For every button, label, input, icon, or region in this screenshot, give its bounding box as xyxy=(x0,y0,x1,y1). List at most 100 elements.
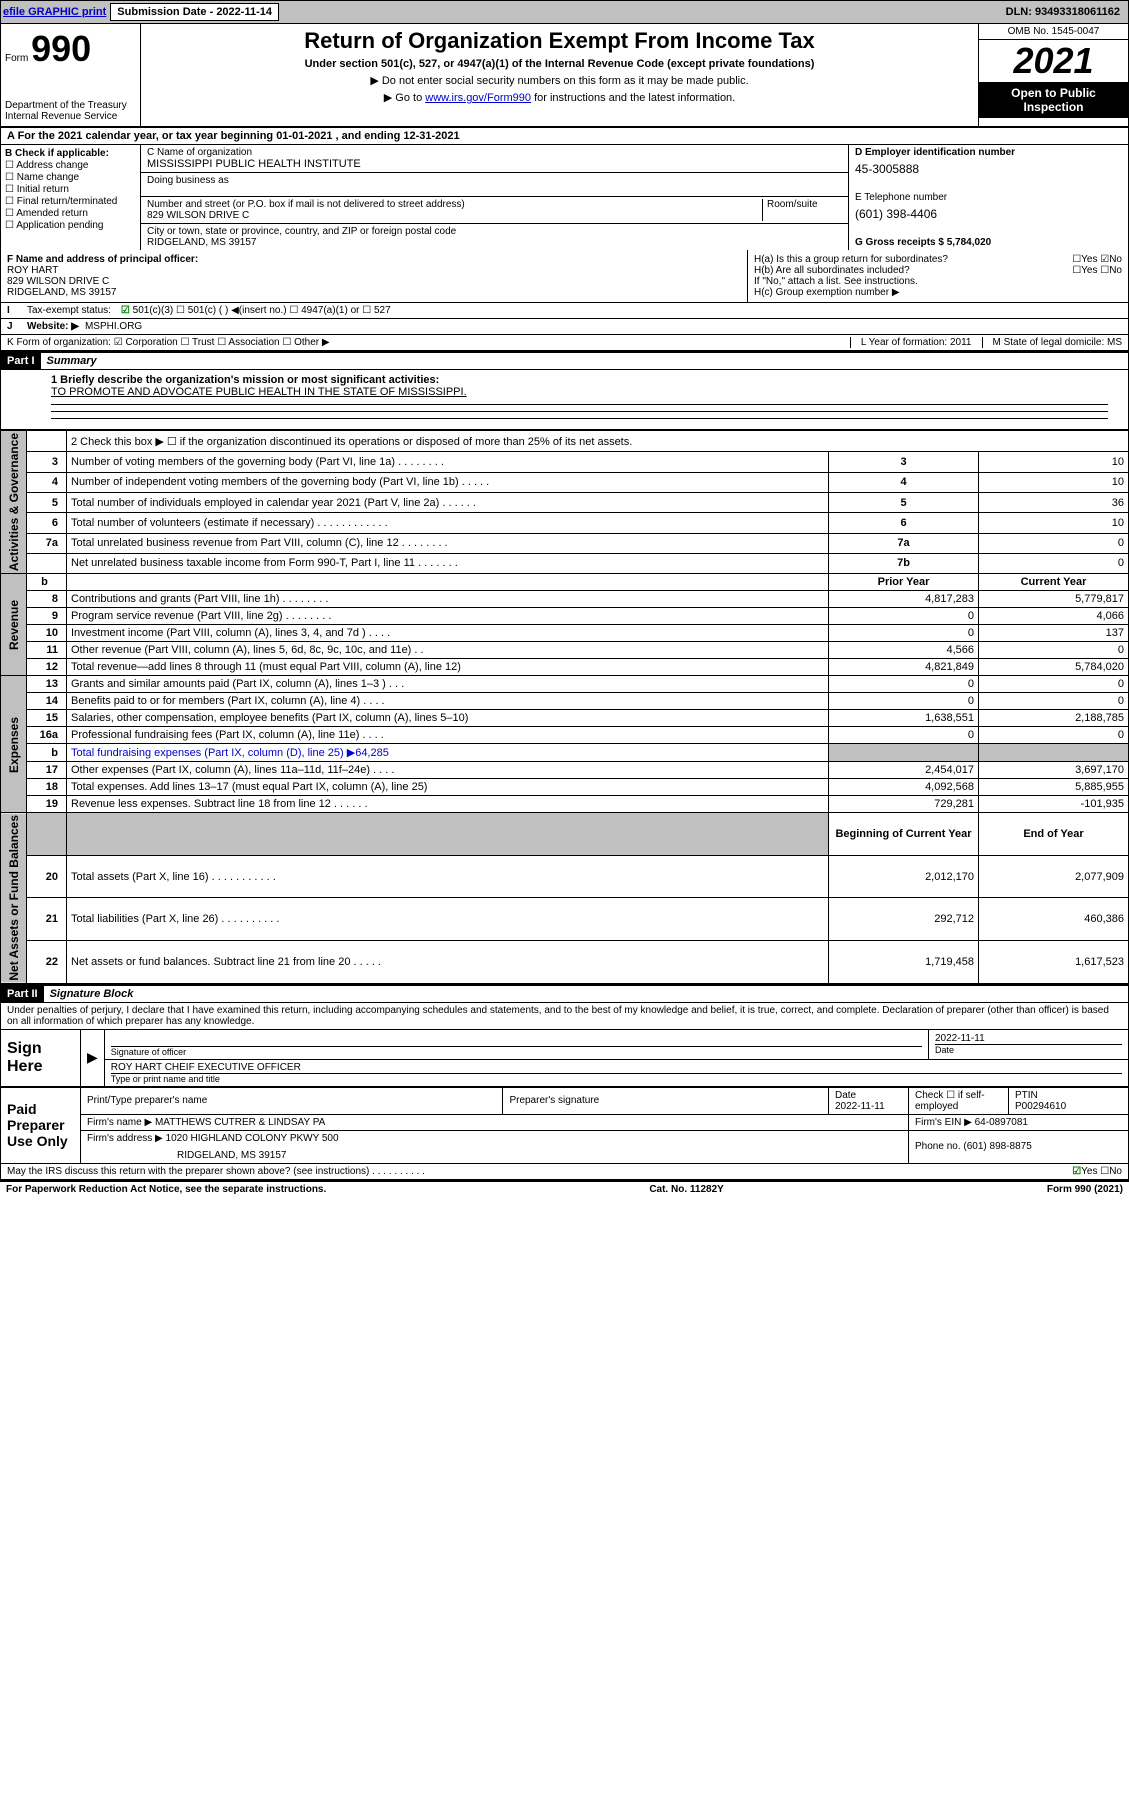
opt-amended[interactable]: ☐ Amended return xyxy=(5,208,136,219)
firm-label: Firm's name ▶ xyxy=(87,1117,152,1128)
ln: 4 xyxy=(27,472,67,492)
ha-ans[interactable]: ☐Yes ☑No xyxy=(1072,254,1122,265)
ln: b xyxy=(27,744,67,762)
title-col: Return of Organization Exempt From Incom… xyxy=(141,24,978,126)
city: RIDGELAND, MS 39157 xyxy=(147,237,842,248)
f-name: ROY HART xyxy=(7,265,741,276)
net-hdr: Net Assets or Fund Balances Beginning of… xyxy=(1,813,1129,856)
opt-app[interactable]: ☐ Application pending xyxy=(5,220,136,231)
f-city: RIDGELAND, MS 39157 xyxy=(7,287,741,298)
curr: 0 xyxy=(979,727,1129,744)
ein-col: D Employer identification number 45-3005… xyxy=(848,145,1128,250)
officer-name: ROY HART CHEIF EXECUTIVE OFFICER xyxy=(111,1062,1122,1073)
may-irs-row: May the IRS discuss this return with the… xyxy=(0,1164,1129,1180)
txt: Total unrelated business revenue from Pa… xyxy=(67,533,829,553)
box: 5 xyxy=(829,492,979,512)
ln: 19 xyxy=(27,796,67,813)
curr: 137 xyxy=(979,625,1129,642)
prior: 0 xyxy=(829,727,979,744)
curr: 0 xyxy=(979,642,1129,659)
instr-1: ▶ Do not enter social security numbers o… xyxy=(145,74,974,87)
val: 0 xyxy=(979,553,1129,573)
box: 3 xyxy=(829,452,979,472)
i-opts[interactable]: 501(c)(3) ☐ 501(c) ( ) ◀(insert no.) ☐ 4… xyxy=(133,305,391,316)
txt: Program service revenue (Part VIII, line… xyxy=(67,608,829,625)
prior: 0 xyxy=(829,625,979,642)
hb-ans[interactable]: ☐Yes ☐No xyxy=(1072,265,1122,276)
ln: 11 xyxy=(27,642,67,659)
table-row: Net unrelated business taxable income fr… xyxy=(1,553,1129,573)
efile-link[interactable]: efile GRAPHIC print xyxy=(3,6,106,18)
table-row: b Total fundraising expenses (Part IX, co… xyxy=(1,744,1129,762)
opt-name[interactable]: ☐ Name change xyxy=(5,172,136,183)
line2[interactable]: 2 Check this box ▶ ☐ if the organization… xyxy=(67,431,1129,452)
curr: 5,779,817 xyxy=(979,591,1129,608)
txt: Net unrelated business taxable income fr… xyxy=(67,553,829,573)
firm-ein-cell: Firm's EIN ▶ 64-0897081 xyxy=(909,1114,1129,1130)
val: 10 xyxy=(979,513,1129,533)
curr: 5,784,020 xyxy=(979,659,1129,676)
curr: 2,188,785 xyxy=(979,710,1129,727)
curr-grey xyxy=(979,744,1129,762)
firm-addr-cell: Firm's address ▶ 1020 HIGHLAND COLONY PK… xyxy=(81,1130,909,1163)
instr-link[interactable]: www.irs.gov/Form990 xyxy=(425,92,531,104)
ha-label: H(a) Is this a group return for subordin… xyxy=(754,254,1072,265)
fundraising-link[interactable]: Total fundraising expenses (Part IX, col… xyxy=(71,747,389,759)
table-row: 14Benefits paid to or for members (Part … xyxy=(1,693,1129,710)
curr: 2,077,909 xyxy=(979,855,1129,898)
ln: 12 xyxy=(27,659,67,676)
sidebar-governance: Activities & Governance xyxy=(1,431,27,574)
addr-label: Number and street (or P.O. box if mail i… xyxy=(147,199,762,210)
prep-check[interactable]: Check ☐ if self-employed xyxy=(909,1087,1009,1114)
prior: 2,454,017 xyxy=(829,762,979,779)
klm-row: K Form of organization: ☑ Corporation ☐ … xyxy=(0,335,1129,351)
hb-label: H(b) Are all subordinates included? xyxy=(754,265,1072,276)
j-val[interactable]: MSPHI.ORG xyxy=(85,321,142,332)
prior: 1,719,458 xyxy=(829,940,979,983)
city-box: City or town, state or province, country… xyxy=(141,224,848,250)
sig-officer-label: Signature of officer xyxy=(111,1046,922,1057)
ln: 7a xyxy=(27,533,67,553)
opt-address[interactable]: ☐ Address change xyxy=(5,160,136,171)
footer: For Paperwork Reduction Act Notice, see … xyxy=(0,1180,1129,1197)
paid-preparer-label: Paid Preparer Use Only xyxy=(1,1087,81,1163)
prior: 0 xyxy=(829,693,979,710)
ln: 22 xyxy=(27,940,67,983)
val: 0 xyxy=(979,533,1129,553)
phone-value: (601) 398-4406 xyxy=(855,207,1122,221)
footer-left: For Paperwork Reduction Act Notice, see … xyxy=(6,1184,326,1195)
sidebar-net: Net Assets or Fund Balances xyxy=(1,813,27,984)
h-box: H(a) Is this a group return for subordin… xyxy=(748,250,1128,302)
txt: Salaries, other compensation, employee b… xyxy=(67,710,829,727)
ptin-val: P00294610 xyxy=(1015,1101,1122,1112)
txt: Other revenue (Part VIII, column (A), li… xyxy=(67,642,829,659)
opt-final[interactable]: ☐ Final return/terminated xyxy=(5,196,136,207)
f-addr: 829 WILSON DRIVE C xyxy=(7,276,741,287)
prep-firm-row: Firm's name ▶ MATTHEWS CUTRER & LINDSAY … xyxy=(1,1114,1129,1130)
form-id-col: Form 990 Department of the Treasury Inte… xyxy=(1,24,141,126)
ln: 8 xyxy=(27,591,67,608)
officer-name-label: Type or print name and title xyxy=(111,1073,1122,1084)
part1-title: Summary xyxy=(41,355,97,367)
street-box: Number and street (or P.O. box if mail i… xyxy=(141,197,848,224)
sig-officer-cell[interactable]: Signature of officer xyxy=(104,1029,928,1059)
form-header: Form 990 Department of the Treasury Inte… xyxy=(0,24,1129,126)
footer-right: Form 990 (2021) xyxy=(1047,1184,1123,1195)
table-row: 17Other expenses (Part IX, column (A), l… xyxy=(1,762,1129,779)
line-num xyxy=(27,431,67,452)
check-b-col: B Check if applicable: ☐ Address change … xyxy=(1,145,141,250)
j-label: J xyxy=(7,321,27,332)
table-row: 8Contributions and grants (Part VIII, li… xyxy=(1,591,1129,608)
txt: Professional fundraising fees (Part IX, … xyxy=(67,727,829,744)
part1-row: Part I Summary xyxy=(0,351,1129,370)
m-text: M State of legal domicile: MS xyxy=(982,337,1123,348)
k-text[interactable]: K Form of organization: ☑ Corporation ☐ … xyxy=(7,337,850,348)
opt-initial[interactable]: ☐ Initial return xyxy=(5,184,136,195)
prep-date-cell: Date2022-11-11 xyxy=(829,1087,909,1114)
prep-name-label: Print/Type preparer's name xyxy=(81,1087,503,1114)
part2-header: Part II xyxy=(1,986,44,1002)
f-label: F Name and address of principal officer: xyxy=(7,254,741,265)
curr: 5,885,955 xyxy=(979,779,1129,796)
val: 10 xyxy=(979,472,1129,492)
may-irs-ans[interactable]: ☑Yes ☐No xyxy=(1072,1166,1122,1177)
